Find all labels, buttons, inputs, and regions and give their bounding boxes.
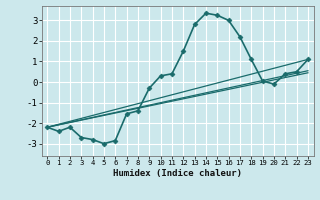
X-axis label: Humidex (Indice chaleur): Humidex (Indice chaleur) (113, 169, 242, 178)
